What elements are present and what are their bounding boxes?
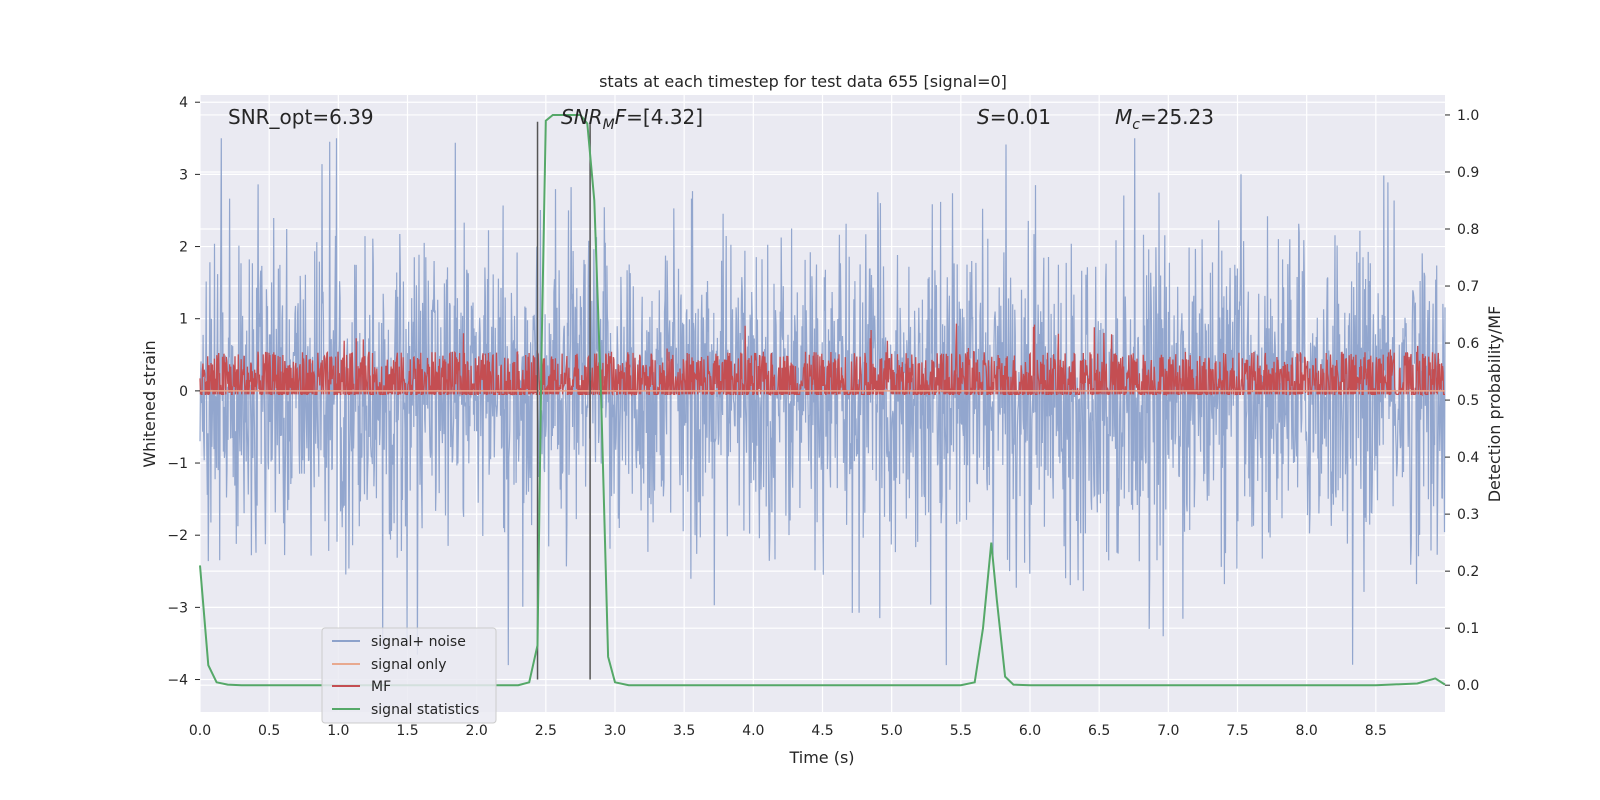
y2-tick-label: 1.0 <box>1457 108 1479 124</box>
y2-axis-label: Detection probability/MF <box>1485 306 1504 503</box>
annotation-snr-opt: SNR_opt=6.39 <box>228 105 374 129</box>
annotation-s-value: =0.01 <box>990 105 1051 129</box>
y2-tick-label: 0.3 <box>1457 507 1479 523</box>
x-tick-label: 4.0 <box>742 723 764 739</box>
x-tick-label: 4.5 <box>811 723 833 739</box>
annotation-s: S=0.01 <box>977 105 1051 129</box>
x-tick-label: 1.0 <box>327 723 349 739</box>
annotation-snr-mf-value: =[4.32] <box>626 105 703 129</box>
annotation-snr-mf-sub: M <box>603 117 615 133</box>
mf-line <box>199 323 1445 397</box>
y2-tick-label: 0.4 <box>1457 450 1479 466</box>
y2-tick-label: 0.5 <box>1457 393 1479 409</box>
y2-tick-label: 0.2 <box>1457 564 1479 580</box>
mf-series <box>199 323 1445 397</box>
annotation-snr-mf: SNRMF=[4.32] <box>561 105 703 133</box>
x-tick-label: 2.5 <box>535 723 557 739</box>
y-tick-label: 2 <box>179 240 188 256</box>
x-tick-label: 6.5 <box>1088 723 1110 739</box>
y2-tick-label: 0.6 <box>1457 336 1479 352</box>
annotations: SNR_opt=6.39 SNRMF=[4.32] S=0.01 Mc=25.2… <box>228 105 1214 133</box>
annotation-mc: Mc=25.23 <box>1115 105 1214 133</box>
x-tick-label: 5.0 <box>881 723 903 739</box>
x-tick-label: 8.0 <box>1296 723 1318 739</box>
legend-box <box>321 627 497 724</box>
y2-tick-label: 0.0 <box>1457 678 1479 694</box>
y-tick-label: −1 <box>167 456 188 472</box>
y-tick-label: 4 <box>179 95 188 111</box>
legend-label-noise: signal+ noise <box>371 634 466 650</box>
x-tick-label: 1.5 <box>396 723 418 739</box>
annotation-mc-value: =25.23 <box>1140 105 1214 129</box>
annotation-s-italic: S <box>977 105 990 129</box>
y2-tick-label: 0.1 <box>1457 621 1479 637</box>
y2-tick-label: 0.7 <box>1457 279 1479 295</box>
x-tick-label: 2.0 <box>466 723 488 739</box>
y-tick-label: 0 <box>179 384 188 400</box>
x-tick-label: 5.5 <box>950 723 972 739</box>
x-tick-label: 6.0 <box>1019 723 1041 739</box>
legend: signal+ noise signal only MF signal stat… <box>321 627 497 724</box>
y-tick-label: −3 <box>167 600 188 616</box>
annotation-mc-sub: c <box>1132 117 1140 133</box>
x-tick-label: 3.0 <box>604 723 626 739</box>
y-axis-label: Whitened strain <box>140 340 159 467</box>
y-tick-label: −4 <box>167 673 188 689</box>
annotation-snr-mf-rest-italic: F <box>615 105 627 129</box>
y-tick-label: 1 <box>179 312 188 328</box>
x-axis-label: Time (s) <box>788 748 854 767</box>
x-tick-label: 0.0 <box>189 723 211 739</box>
legend-label-signal-only: signal only <box>371 657 446 673</box>
y-tick-label: −2 <box>167 528 188 544</box>
x-tick-labels: 0.0 0.5 1.0 1.5 2.0 2.5 3.0 3.5 4.0 4.5 5.0 5.5 6.0 6… <box>189 723 1387 739</box>
y-tick-label: 3 <box>179 167 188 183</box>
annotation-mc-italic: M <box>1115 105 1132 129</box>
x-tick-label: 3.5 <box>673 723 695 739</box>
annotation-snr-mf-italic: SNR <box>561 105 603 129</box>
x-tick-label: 7.0 <box>1157 723 1179 739</box>
x-tick-label: 0.5 <box>258 723 280 739</box>
legend-label-mf: MF <box>371 679 391 695</box>
y2-tick-labels: 0.0 0.1 0.2 0.3 0.4 0.5 0.6 0.7 0.8 0.9 1.0 <box>1445 108 1479 694</box>
y-tick-labels: −4 −3 −2 −1 0 1 2 3 4 <box>167 95 200 689</box>
x-tick-label: 8.5 <box>1365 723 1387 739</box>
legend-label-stat: signal statistics <box>371 702 479 718</box>
signal-noise-line <box>199 138 1446 666</box>
y2-tick-label: 0.9 <box>1457 165 1479 181</box>
y2-tick-label: 0.8 <box>1457 222 1479 238</box>
signal-noise-series <box>199 138 1446 666</box>
x-tick-label: 7.5 <box>1226 723 1248 739</box>
chart-title: stats at each timestep for test data 655… <box>599 72 1007 91</box>
